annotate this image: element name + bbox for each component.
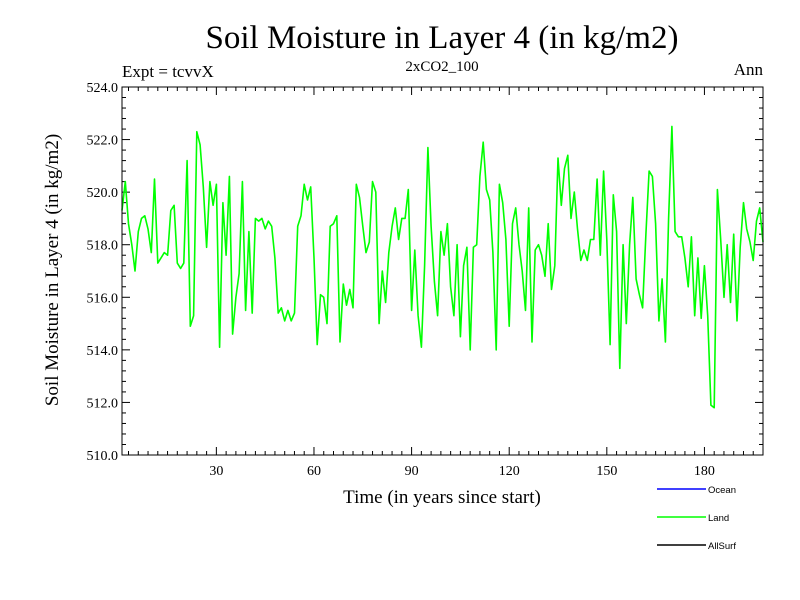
y-tick-label: 516.0 [87, 291, 119, 306]
y-tick-label: 518.0 [87, 239, 119, 254]
legend-label-allsurf: AllSurf [708, 541, 736, 552]
y-tick-label: 514.0 [87, 344, 119, 359]
legend-label-ocean: Ocean [708, 485, 736, 496]
x-tick-label: 60 [307, 464, 321, 479]
y-axis-label: Soil Moisture in Layer 4 (in kg/m2) [42, 134, 63, 406]
y-tick-label: 520.0 [87, 186, 119, 201]
plot-area: 30 60 90 120 150 180 510.0 512.0 514.0 516.0 518.0… [87, 81, 764, 479]
legend: Ocean Land AllSurf [657, 485, 736, 552]
experiment-label: Expt = tcvvX [122, 62, 214, 81]
y-tick-label: 522.0 [87, 134, 119, 149]
y-tick-label: 524.0 [87, 81, 119, 96]
chart-title: Soil Moisture in Layer 4 (in kg/m2) [206, 20, 679, 56]
series-line-land [121, 125, 764, 409]
y-tick-label: 512.0 [87, 396, 119, 411]
y-tick-label: 510.0 [87, 449, 119, 464]
plot-frame [121, 86, 764, 456]
legend-label-land: Land [708, 513, 729, 524]
x-axis-label: Time (in years since start) [343, 487, 541, 508]
x-tick-label: 90 [405, 464, 419, 479]
period-label: Ann [734, 60, 764, 79]
x-tick-label: 150 [596, 464, 617, 479]
run-label: 2xCO2_100 [405, 59, 478, 75]
x-tick-label: 120 [499, 464, 520, 479]
x-tick-label: 180 [694, 464, 715, 479]
x-tick-label: 30 [209, 464, 223, 479]
